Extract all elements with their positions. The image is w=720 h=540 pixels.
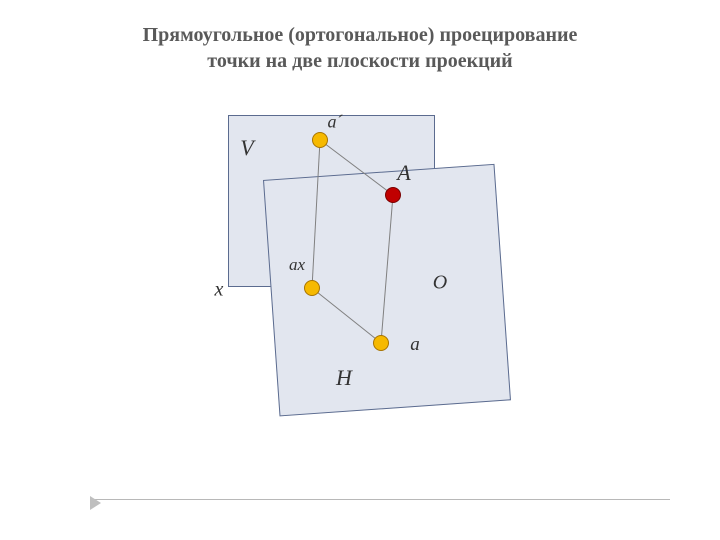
point-ax <box>304 280 320 296</box>
label-x: x <box>215 279 224 302</box>
label-a-prime: a´ <box>328 112 343 133</box>
slide-next-marker <box>90 496 101 510</box>
point-capital-a <box>385 187 401 203</box>
point-a <box>373 335 389 351</box>
label-v: V <box>240 135 253 161</box>
projection-lines <box>0 0 720 540</box>
label-a: a <box>410 334 420 356</box>
point-a-prime <box>312 132 328 148</box>
label-a-cap: A <box>397 160 410 186</box>
label-o: O <box>433 272 447 295</box>
label-h: H <box>336 365 352 391</box>
label-ax: aх <box>289 255 305 275</box>
diagram-stage: V A a´ aх x O a H <box>0 0 720 540</box>
footer-rule <box>90 499 670 500</box>
